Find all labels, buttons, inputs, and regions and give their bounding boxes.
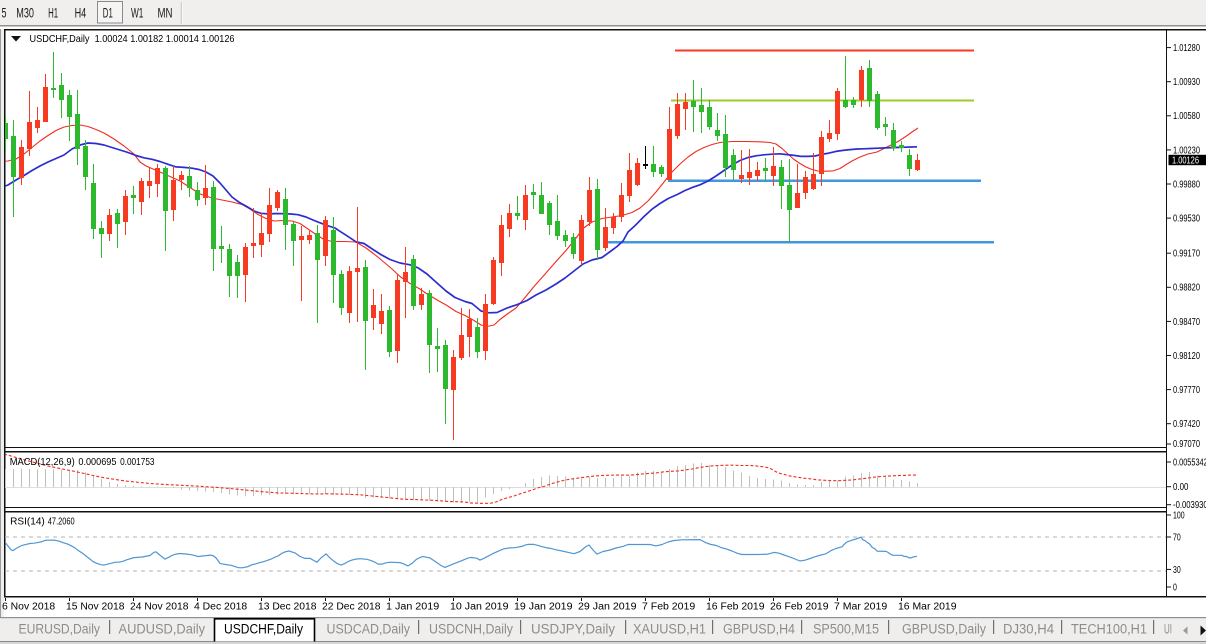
svg-text:0.0055342: 0.0055342 [1173,457,1206,468]
svg-text:0.98820: 0.98820 [1173,283,1200,294]
svg-text:7 Feb 2019: 7 Feb 2019 [642,602,696,613]
svg-text:0.98120: 0.98120 [1173,351,1200,362]
svg-text:DJ30,H4: DJ30,H4 [1003,622,1054,637]
svg-text:GBPUSD,Daily: GBPUSD,Daily [902,622,986,637]
svg-text:H1: H1 [48,6,58,21]
svg-text:19 Jan 2019: 19 Jan 2019 [514,602,573,613]
svg-text:29 Jan 2019: 29 Jan 2019 [578,602,637,613]
svg-text:70: 70 [1173,532,1181,543]
svg-text:1.01280: 1.01280 [1173,43,1200,54]
svg-text:M30: M30 [16,6,34,21]
svg-text:EURUSD,Daily: EURUSD,Daily [19,622,101,637]
svg-text:0.97420: 0.97420 [1173,419,1200,430]
svg-text:6 Nov 2018: 6 Nov 2018 [2,602,56,613]
svg-text:4 Dec 2018: 4 Dec 2018 [194,602,248,613]
svg-text:100: 100 [1173,510,1185,521]
svg-text:10 Jan 2019: 10 Jan 2019 [450,602,509,613]
svg-text:UI: UI [1164,622,1172,637]
svg-text:1.00580: 1.00580 [1173,111,1200,122]
svg-text:1.00230: 1.00230 [1173,145,1200,156]
svg-text:AUDUSD,Daily: AUDUSD,Daily [119,622,206,637]
svg-text:47.2060: 47.2060 [48,516,75,528]
svg-text:0.00: 0.00 [1173,482,1189,493]
svg-text:H4: H4 [75,6,87,21]
svg-text:MACD(12,26,9): MACD(12,26,9) [10,456,75,468]
svg-text:USDJPY,Daily: USDJPY,Daily [531,622,615,637]
svg-text:0.97070: 0.97070 [1173,439,1200,450]
svg-text:TECH100,H1: TECH100,H1 [1071,622,1147,637]
svg-text:5: 5 [2,6,7,21]
svg-text:22 Dec 2018: 22 Dec 2018 [322,602,381,613]
svg-text:13 Dec 2018: 13 Dec 2018 [258,602,317,613]
svg-text:USDCAD,Daily: USDCAD,Daily [327,622,411,637]
svg-text:16 Feb 2019: 16 Feb 2019 [706,602,765,613]
svg-text:USDCHF,Daily: USDCHF,Daily [224,622,303,637]
svg-text:7 Mar 2019: 7 Mar 2019 [834,602,888,613]
svg-text:1.00930: 1.00930 [1173,77,1200,88]
svg-text:1 Jan 2019: 1 Jan 2019 [386,602,440,613]
svg-text:RSI(14): RSI(14) [10,516,45,528]
svg-text:0.97770: 0.97770 [1173,385,1200,396]
svg-text:1.00126: 1.00126 [1172,155,1199,166]
svg-text:D1: D1 [103,6,113,21]
svg-text:0.98470: 0.98470 [1173,317,1200,328]
svg-text:SP500,M15: SP500,M15 [813,622,879,637]
svg-text:0.000695: 0.000695 [78,456,116,468]
svg-text:W1: W1 [131,6,143,21]
svg-text:GBPUSD,H4: GBPUSD,H4 [723,622,795,637]
svg-text:0.99530: 0.99530 [1173,214,1200,225]
svg-text:26 Feb 2019: 26 Feb 2019 [770,602,829,613]
svg-text:0.99170: 0.99170 [1173,249,1200,260]
svg-text:USDCHF,Daily 1.00024 1.00182: USDCHF,Daily 1.00024 1.00182 1.00014 1.0… [30,33,235,45]
svg-text:MN: MN [158,6,173,21]
svg-text:30: 30 [1173,565,1181,576]
svg-text:24 Nov 2018: 24 Nov 2018 [130,602,189,613]
svg-text:USDCNH,Daily: USDCNH,Daily [429,622,513,637]
svg-text:16 Mar 2019: 16 Mar 2019 [898,602,957,613]
svg-text:0.99880: 0.99880 [1173,179,1200,190]
svg-text:0: 0 [1173,582,1177,593]
svg-text:0.001753: 0.001753 [120,456,155,468]
svg-text:-0.003930: -0.003930 [1173,500,1206,511]
svg-text:15 Nov 2018: 15 Nov 2018 [66,602,125,613]
svg-text:XAUUSD,H1: XAUUSD,H1 [633,622,706,637]
